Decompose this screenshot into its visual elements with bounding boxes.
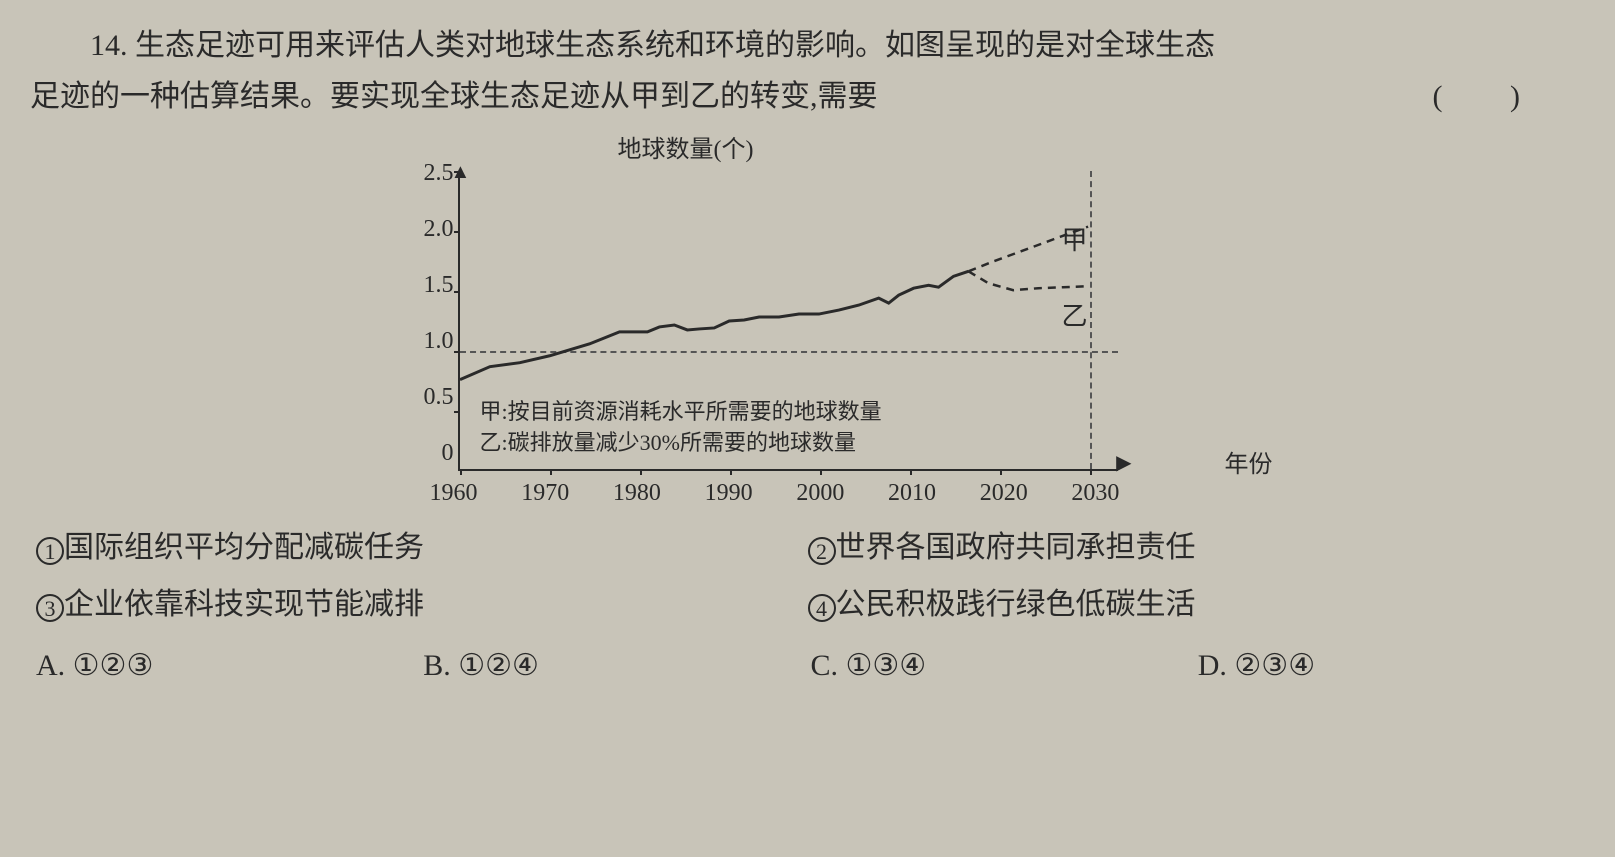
y-tick: 1.5 xyxy=(424,273,454,329)
plot-area: ▲ ▶ 甲 乙 甲:按目前资源消耗水平所需要的地球数量 乙:碳排放量减少30%所… xyxy=(458,171,1118,471)
y-tick: 0.5 xyxy=(424,385,454,441)
x-tick: 1980 xyxy=(613,473,661,514)
circle-1-icon: 1 xyxy=(36,537,64,565)
tick xyxy=(730,469,732,475)
statement-1: 1国际组织平均分配减碳任务 xyxy=(36,522,808,573)
y-axis-title: 地球数量(个) xyxy=(618,130,1208,171)
future-line-yi xyxy=(968,271,1088,290)
circle-3-icon: 3 xyxy=(36,594,64,622)
y-axis-ticks: 2.5 2.0 1.5 1.0 0.5 0 xyxy=(408,161,458,461)
circle-2-icon: 2 xyxy=(808,537,836,565)
y-tick: 0 xyxy=(442,441,454,461)
tick xyxy=(640,469,642,475)
tick xyxy=(1090,469,1092,475)
choice-a: A. ①②③ xyxy=(36,640,423,691)
x-tick: 2010 xyxy=(888,473,936,514)
statement-3-text: 企业依靠科技实现节能减排 xyxy=(64,588,424,621)
chart: 地球数量(个) 2.5 2.0 1.5 1.0 0.5 0 xyxy=(408,130,1208,514)
question-number: 14. xyxy=(90,29,128,62)
arrow-right-icon: ▶ xyxy=(1116,446,1131,480)
tick xyxy=(910,469,912,475)
x-tick: 1960 xyxy=(430,473,478,514)
x-tick: 2020 xyxy=(980,473,1028,514)
y-tick: 2.0 xyxy=(424,217,454,273)
chart-lines xyxy=(460,171,1118,469)
statement-1-text: 国际组织平均分配减碳任务 xyxy=(64,531,424,564)
tick xyxy=(460,469,462,475)
x-tick: 1990 xyxy=(705,473,753,514)
choice-c: C. ①③④ xyxy=(811,640,1198,691)
tick xyxy=(1000,469,1002,475)
y-tick: 1.0 xyxy=(424,329,454,385)
statement-2-text: 世界各国政府共同承担责任 xyxy=(836,531,1196,564)
historical-line xyxy=(460,271,968,379)
x-tick: 1970 xyxy=(521,473,569,514)
x-axis-ticks: 1960 1970 1980 1990 2000 2010 2020 2030 xyxy=(430,473,1120,514)
question-text-2: 足迹的一种估算结果。要实现全球生态足迹从甲到乙的转变,需要 xyxy=(30,80,878,113)
statement-4-text: 公民积极践行绿色低碳生活 xyxy=(836,588,1196,621)
circle-4-icon: 4 xyxy=(808,594,836,622)
x-axis-title: 年份 xyxy=(1225,445,1273,486)
question-block: 14. 生态足迹可用来评估人类对地球生态系统和环境的影响。如图呈现的是对全球生态… xyxy=(30,20,1585,122)
y-tick: 2.5 xyxy=(424,161,454,217)
x-tick: 2000 xyxy=(796,473,844,514)
statement-2: 2世界各国政府共同承担责任 xyxy=(808,522,1580,573)
answer-blank: ( ) xyxy=(1433,71,1550,122)
x-tick: 2030 xyxy=(1071,473,1119,514)
choice-d: D. ②③④ xyxy=(1198,640,1585,691)
statements-row-2: 3企业依靠科技实现节能减排 4公民积极践行绿色低碳生活 xyxy=(30,579,1585,630)
question-text-1: 生态足迹可用来评估人类对地球生态系统和环境的影响。如图呈现的是对全球生态 xyxy=(135,29,1215,62)
question-line-1: 14. 生态足迹可用来评估人类对地球生态系统和环境的影响。如图呈现的是对全球生态 xyxy=(30,20,1585,71)
tick xyxy=(550,469,552,475)
choice-b: B. ①②④ xyxy=(423,640,810,691)
statement-4: 4公民积极践行绿色低碳生活 xyxy=(808,579,1580,630)
tick xyxy=(820,469,822,475)
future-line-jia xyxy=(968,226,1088,271)
answer-choices: A. ①②③ B. ①②④ C. ①③④ D. ②③④ xyxy=(30,640,1585,691)
question-line-2: 足迹的一种估算结果。要实现全球生态足迹从甲到乙的转变,需要 ( ) xyxy=(30,71,1585,122)
statement-3: 3企业依靠科技实现节能减排 xyxy=(36,579,808,630)
statements-row-1: 1国际组织平均分配减碳任务 2世界各国政府共同承担责任 xyxy=(30,522,1585,573)
